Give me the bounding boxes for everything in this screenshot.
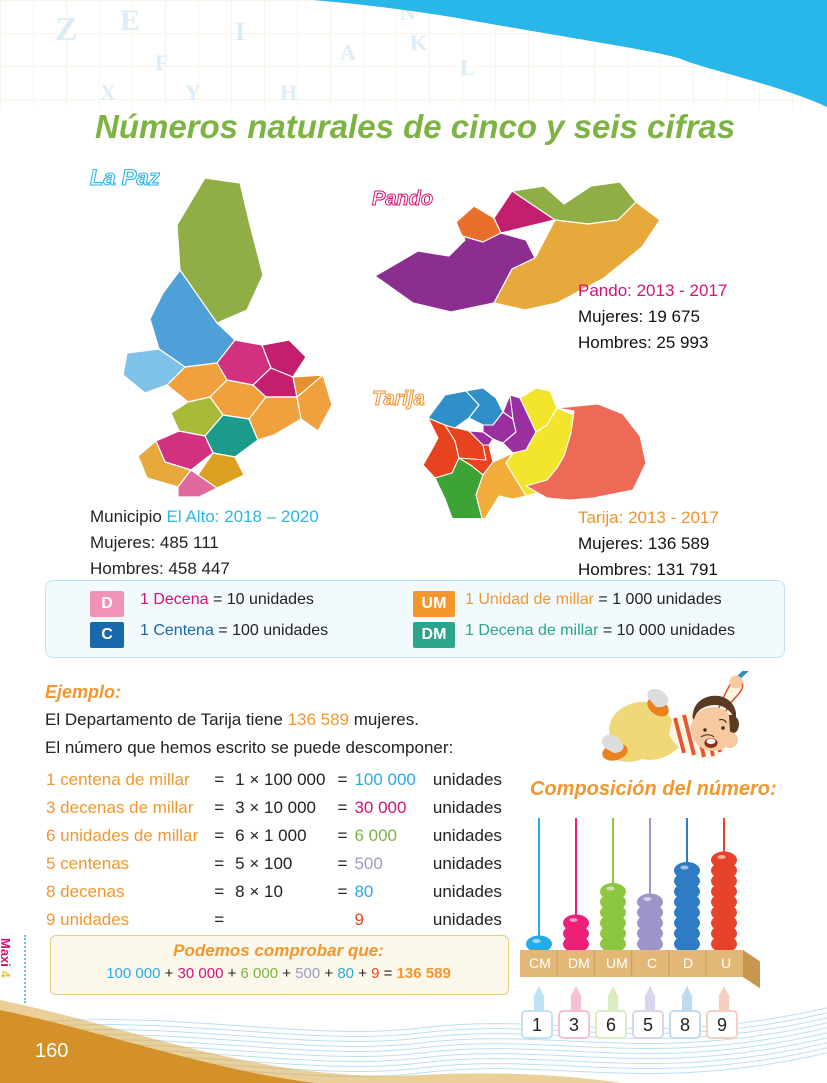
svg-text:9: 9 [717,1015,727,1035]
svg-text:K: K [410,30,427,55]
svg-text:3: 3 [569,1015,579,1035]
svg-text:I: I [235,17,245,46]
svg-text:H: H [280,80,297,105]
svg-text:U: U [721,955,731,971]
svg-text:E: E [120,4,140,37]
svg-text:DM: DM [568,955,590,971]
svg-text:C: C [647,955,657,971]
svg-text:1: 1 [532,1015,542,1035]
svg-text:Z: Z [55,11,78,48]
svg-text:A: A [340,40,356,65]
svg-text:UM: UM [606,955,628,971]
svg-text:8: 8 [680,1015,690,1035]
svg-text:5: 5 [643,1015,653,1035]
svg-text:D: D [683,955,693,971]
svg-text:6: 6 [606,1015,616,1035]
svg-text:Y: Y [185,80,201,105]
svg-text:CM: CM [529,955,551,971]
svg-text:X: X [100,80,116,105]
svg-text:F: F [155,50,168,75]
svg-text:L: L [460,55,475,80]
